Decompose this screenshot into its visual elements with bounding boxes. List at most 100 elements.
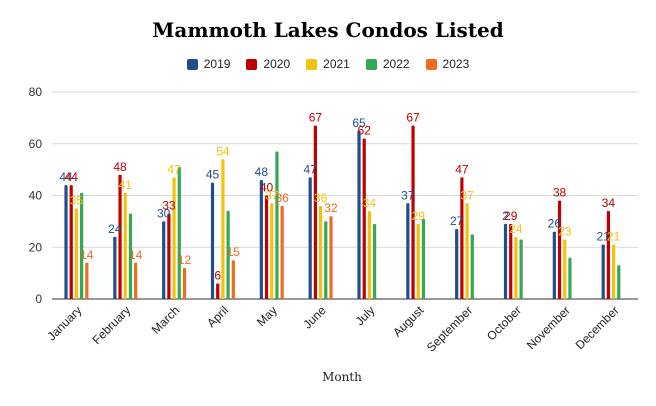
y-tick-label: 0	[35, 292, 42, 306]
bar-2022-August	[421, 218, 426, 299]
y-tick-label: 40	[29, 189, 43, 203]
bar-2019-June	[308, 177, 312, 299]
data-label: 14	[129, 248, 143, 262]
bar-2021-November	[563, 239, 567, 299]
bar-2022-March	[177, 167, 181, 299]
data-label: 44	[65, 170, 79, 184]
data-label: 67	[406, 111, 420, 125]
bar-2022-November	[568, 257, 572, 299]
data-label: 44	[59, 170, 73, 184]
x-tick-label: October	[484, 303, 524, 343]
data-label: 41	[119, 178, 133, 192]
data-label: 15	[227, 245, 241, 259]
x-tick-label: December	[573, 303, 622, 352]
data-label: 32	[324, 201, 338, 215]
data-label: 2	[502, 209, 509, 223]
bar-2020-June	[313, 125, 317, 299]
bar-2022-January	[80, 192, 84, 299]
bar-2023-May	[280, 205, 284, 299]
legend-swatch	[425, 58, 437, 70]
legend-item-2022: 2022	[365, 57, 410, 71]
data-label: 40	[260, 181, 274, 195]
bar-2021-March	[172, 177, 176, 299]
bar-2019-July	[357, 130, 361, 299]
bar-2021-May	[270, 203, 274, 299]
bar-2021-September	[465, 203, 469, 299]
data-label: 12	[178, 253, 192, 267]
data-label: 30	[157, 206, 171, 220]
x-tick-label: May	[254, 303, 280, 329]
bar-2021-August	[416, 223, 420, 299]
data-label: 27	[450, 214, 464, 228]
data-label: 47	[167, 162, 181, 176]
data-label: 26	[548, 217, 562, 231]
bar-2019-March	[162, 221, 166, 299]
data-label: 54	[216, 144, 230, 158]
bar-2019-December	[601, 244, 605, 299]
bar-2021-February	[123, 192, 127, 299]
bar-2021-January	[74, 208, 79, 299]
data-label: 29	[412, 209, 426, 223]
bar-2023-June	[329, 216, 333, 299]
bar-2019-November	[552, 231, 556, 299]
data-label: 47	[304, 162, 318, 176]
legend-label: 2022	[382, 57, 410, 71]
bar-2020-July	[362, 138, 366, 299]
data-label: 45	[206, 168, 220, 182]
data-label: 34	[363, 196, 377, 210]
data-label: 48	[255, 165, 269, 179]
data-label: 67	[309, 111, 323, 125]
data-label: 37	[460, 188, 474, 202]
bar-2021-April	[221, 159, 225, 299]
bar-2022-April	[226, 211, 230, 299]
bar-2019-August	[406, 203, 410, 299]
bar-2020-March	[167, 213, 171, 299]
bar-2019-February	[113, 236, 117, 299]
bar-2021-October	[514, 236, 518, 299]
legend-item-2020: 2020	[246, 57, 290, 71]
data-label: 24	[108, 222, 122, 236]
x-tick-label: July	[353, 303, 378, 328]
bar-2019-April	[210, 182, 215, 299]
bar-2019-October	[503, 223, 508, 299]
x-axis-label: Month	[322, 370, 362, 384]
data-label: 36	[314, 191, 328, 205]
bar-2019-January	[64, 185, 68, 299]
legend-swatch	[246, 58, 258, 70]
data-label: 36	[275, 191, 289, 205]
legend-label: 2021	[323, 57, 350, 71]
bar-2021-July	[367, 211, 372, 299]
x-tick-label: September	[424, 303, 475, 354]
bar-2022-September	[470, 234, 474, 299]
data-label: 62	[358, 124, 372, 138]
bar-2023-March	[182, 267, 187, 299]
x-tick-label: January	[44, 303, 84, 343]
bar-2022-July	[373, 223, 377, 299]
x-tick-label: February	[90, 303, 134, 347]
data-label: 37	[401, 188, 415, 202]
bar-2020-October	[509, 223, 513, 299]
legend-label: 2020	[263, 57, 291, 71]
legend-item-2023: 2023	[425, 57, 469, 71]
legend: 2019 2020 2021 2022 2023	[0, 57, 656, 71]
data-label: 38	[553, 186, 567, 200]
data-label: 65	[352, 116, 366, 130]
bar-2022-February	[128, 213, 133, 299]
bar-2020-December	[606, 211, 610, 299]
data-label: 48	[113, 160, 127, 174]
bar-2020-September	[460, 177, 464, 299]
bar-2020-August	[411, 125, 415, 299]
data-label: 21	[597, 230, 611, 244]
bar-2021-December	[611, 244, 616, 299]
bar-2023-April	[231, 260, 235, 299]
bar-2022-June	[324, 221, 328, 299]
data-label: 29	[504, 209, 518, 223]
data-label: 21	[607, 230, 621, 244]
data-label: 37	[265, 188, 279, 202]
legend-item-2021: 2021	[306, 57, 350, 71]
x-tick-label: August	[390, 303, 427, 340]
bar-2020-May	[264, 195, 269, 299]
bar-2019-September	[455, 229, 459, 299]
